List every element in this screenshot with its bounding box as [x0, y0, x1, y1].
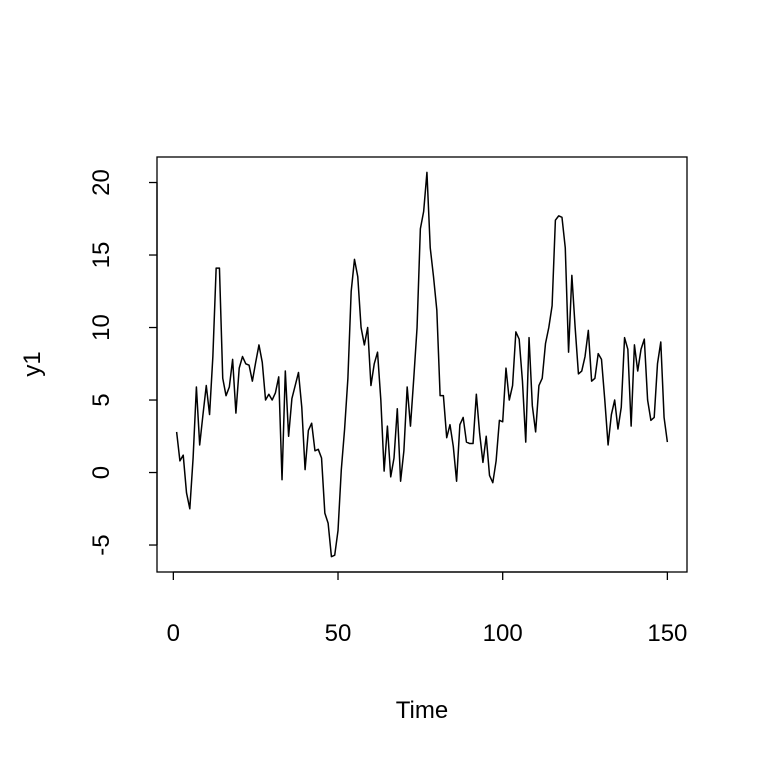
y-tick-label: 10	[88, 314, 115, 341]
y-tick-label: 15	[88, 242, 115, 269]
x-tick-label: 100	[483, 620, 523, 647]
x-axis-label: Time	[396, 697, 448, 724]
y-tick-label: 0	[88, 466, 115, 479]
y-tick-label: -5	[88, 534, 115, 555]
y-tick-label: 5	[88, 393, 115, 406]
y-axis-label: y1	[19, 351, 46, 376]
x-tick-label: 0	[167, 620, 180, 647]
x-tick-label: 150	[647, 620, 687, 647]
y-tick-label: 20	[88, 169, 115, 196]
x-tick-label: 50	[325, 620, 352, 647]
series-line	[175, 171, 669, 558]
